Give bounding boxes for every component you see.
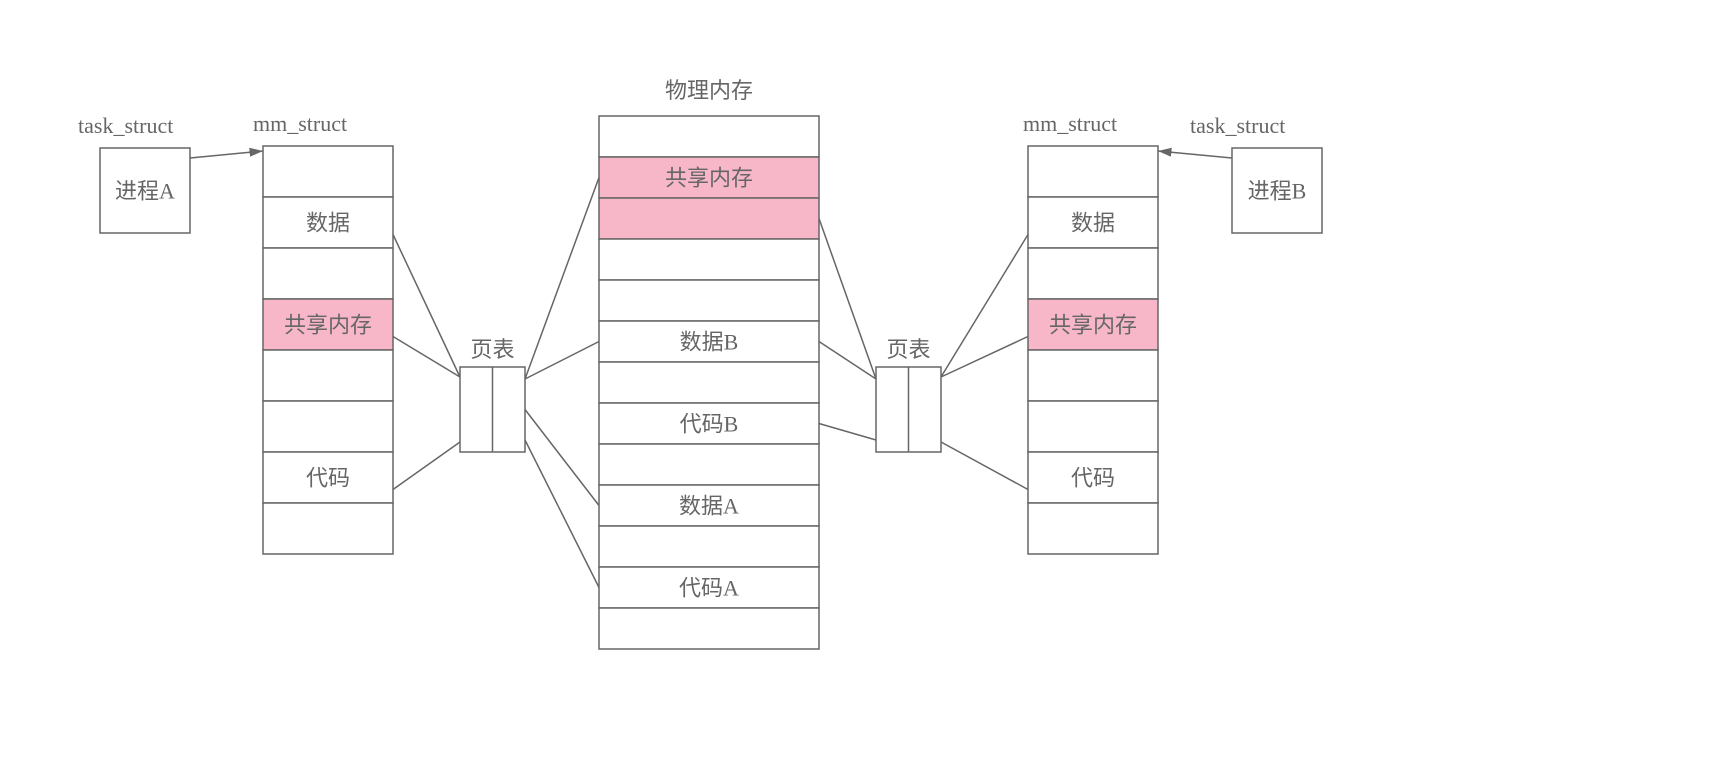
page-table-right-label: 页表 <box>886 337 930 362</box>
stack-row-label: 代码 <box>306 466 350 491</box>
mm-struct-right-label: mm_struct <box>1023 111 1117 136</box>
edge <box>393 235 460 378</box>
physical-memory-label: 物理内存 <box>665 78 753 103</box>
stack-row <box>599 526 819 567</box>
stack-row <box>599 280 819 321</box>
stack-row <box>599 239 819 280</box>
mm-struct-right-stack: 数据共享内存代码 <box>1028 146 1158 554</box>
edge <box>525 178 599 380</box>
stack-row-label: 代码A <box>679 576 739 601</box>
process-a-label: 进程A <box>115 179 175 204</box>
stack-row-label: 数据 <box>306 211 350 236</box>
stack-row <box>1028 146 1158 197</box>
stack-row <box>599 444 819 485</box>
edge <box>1158 151 1232 158</box>
stack-row <box>1028 401 1158 452</box>
stack-row <box>599 198 819 239</box>
edge <box>819 219 876 380</box>
edge <box>819 424 876 441</box>
process-b-label: 进程B <box>1248 179 1307 204</box>
edge <box>941 442 1028 490</box>
stack-row <box>599 608 819 649</box>
stack-row <box>263 350 393 401</box>
edge <box>819 342 876 380</box>
edge <box>525 410 599 506</box>
task-struct-b-label: task_struct <box>1190 113 1285 138</box>
stack-row <box>1028 503 1158 554</box>
stack-row-label: 共享内存 <box>665 166 753 191</box>
stack-row-label: 数据 <box>1071 211 1115 236</box>
page-table-left-box <box>460 367 525 452</box>
stack-row <box>599 116 819 157</box>
edge <box>393 442 460 490</box>
stack-row <box>263 401 393 452</box>
mm-struct-left-label: mm_struct <box>253 111 347 136</box>
edge <box>525 440 599 588</box>
stack-row-label: 代码 <box>1071 466 1115 491</box>
memory-diagram: task_struct 进程A task_struct 进程B mm_struc… <box>0 0 1732 767</box>
stack-row <box>1028 248 1158 299</box>
stack-row <box>263 146 393 197</box>
physical-memory-stack: 共享内存数据B 代码B 数据A 代码A <box>599 116 819 649</box>
stack-row-label: 共享内存 <box>1049 313 1137 338</box>
task-struct-a-label: task_struct <box>78 113 173 138</box>
stack-row <box>263 248 393 299</box>
edge <box>190 151 263 158</box>
stack-row <box>1028 350 1158 401</box>
edge <box>941 235 1028 378</box>
mm-struct-left-stack: 数据共享内存代码 <box>263 146 393 554</box>
stack-row-label: 共享内存 <box>284 313 372 338</box>
page-table-left-label: 页表 <box>470 337 514 362</box>
stack-row-label: 数据B <box>680 330 739 355</box>
stack-row-label: 数据A <box>679 494 739 519</box>
stack-row-label: 代码B <box>680 412 739 437</box>
stack-row <box>599 362 819 403</box>
stack-row <box>263 503 393 554</box>
page-table-right-box <box>876 367 941 452</box>
